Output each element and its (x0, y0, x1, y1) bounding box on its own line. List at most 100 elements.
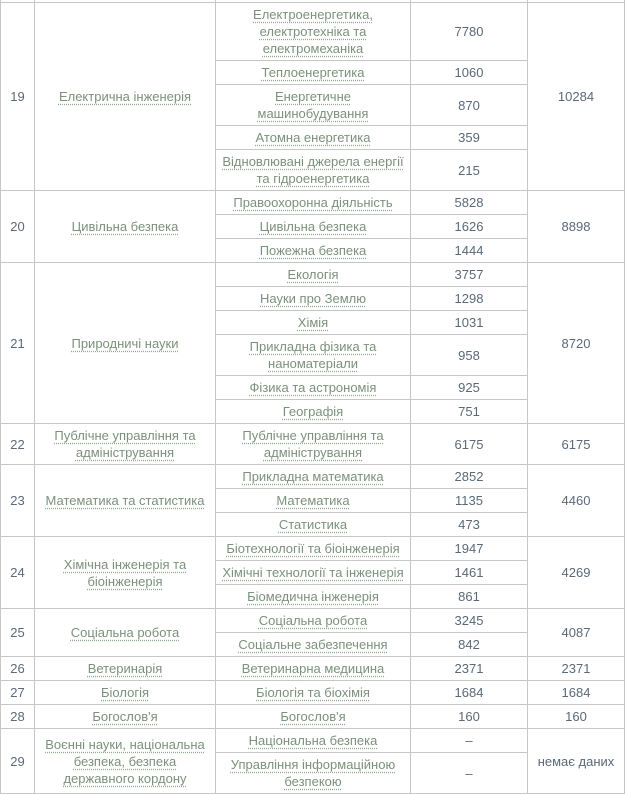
count-cell: – (410, 728, 528, 753)
table-row: Атомна енергетика 359 (1, 125, 625, 150)
count-cell: 925 (410, 375, 528, 400)
count-cell: 870 (410, 84, 528, 126)
specialty-cell: Біологія та біохімія (215, 680, 411, 705)
table-row: Енергетичне машинобудування 870 (1, 84, 625, 126)
row-number-cell: 25 (0, 608, 35, 657)
field-link[interactable]: Ветеринарія (87, 661, 163, 676)
specialty-cell: Атомна енергетика (215, 125, 411, 150)
specialty-link[interactable]: Математика (276, 493, 350, 508)
count-cell: 1298 (410, 286, 528, 311)
field-cell: Ветеринарія (34, 656, 216, 681)
specialty-link[interactable]: Відновлювані джерела енергії та гідроене… (222, 154, 404, 186)
table-row: 20 Цивільна безпека Правоохоронна діяльніс… (0, 190, 625, 263)
count-cell: 359 (410, 125, 528, 150)
specialty-cell: Цивільна безпека (215, 214, 411, 239)
table-row: 19 Електрична інженерія Електроенергетика,… (0, 2, 625, 191)
specialty-link[interactable]: Правоохоронна діяльність (233, 195, 393, 210)
field-link[interactable]: Богослов'я (92, 709, 158, 724)
count-cell: 1461 (410, 560, 528, 585)
total-cell: 10284 (527, 2, 625, 191)
specialty-link[interactable]: Соціальна робота (258, 613, 368, 628)
specialty-cell: Прикладна математика (215, 464, 411, 489)
specialty-link[interactable]: Прикладна математика (242, 469, 384, 484)
field-link[interactable]: Математика та статистика (45, 493, 205, 508)
specialty-link[interactable]: Управління інформаційною безпекою (230, 757, 396, 789)
specialty-link[interactable]: Богослов'я (280, 709, 346, 724)
total-cell: 4087 (527, 608, 625, 657)
count-cell: 5828 (410, 190, 528, 215)
field-link[interactable]: Воєнні науки, національна безпека, безпе… (45, 736, 205, 786)
specialty-cell: Відновлювані джерела енергії та гідроене… (215, 149, 411, 191)
specialty-link[interactable]: Пожежна безпека (259, 243, 367, 258)
specialty-link[interactable]: Атомна енергетика (255, 130, 371, 145)
field-link[interactable]: Хімічна інженерія та біоінженерія (63, 556, 187, 589)
total-cell: 4460 (527, 464, 625, 537)
field-link[interactable]: Публічне управління та адміністрування (54, 428, 196, 460)
count-cell: 1684 (410, 680, 528, 705)
specialty-link[interactable]: Соціальне забезпечення (238, 637, 388, 652)
count-cell: 958 (410, 334, 528, 376)
total-cell: 8898 (527, 190, 625, 263)
total-cell: 160 (527, 704, 625, 729)
specialty-link[interactable]: Фізика та астрономія (249, 380, 377, 395)
count-cell: 1444 (410, 238, 528, 263)
specialty-link[interactable]: Національна безпека (248, 733, 378, 748)
field-link[interactable]: Біологія (101, 685, 149, 700)
row-number-cell: 22 (0, 423, 35, 465)
field-cell: Публічне управління та адміністрування (34, 423, 216, 465)
table-row: Відновлювані джерела енергії та гідроене… (1, 149, 625, 191)
specialty-link[interactable]: Біомедична інженерія (247, 589, 379, 604)
specialty-link[interactable]: Ветеринарна медицина (241, 661, 385, 676)
specialty-link[interactable]: Науки про Землю (260, 291, 366, 306)
specialty-link[interactable]: Статистика (278, 517, 348, 532)
specialty-link[interactable]: Біологія та біохімія (256, 685, 370, 700)
table-row: 21 Природничі науки Екологія 3757 8720 (0, 262, 625, 424)
specialty-link[interactable]: Біотехнології та біоінженерія (226, 541, 400, 556)
table-row: 22 Публічне управління та адміністрування… (0, 423, 625, 465)
specialty-link[interactable]: Хімічні технології та інженерія (222, 565, 404, 580)
specialty-cell: Науки про Землю (215, 286, 411, 311)
table-row: 26 Ветеринарія Ветеринарна медицина 2371 237… (0, 656, 625, 681)
specialty-cell: Екологія (215, 262, 411, 287)
field-link[interactable]: Соціальна робота (70, 625, 180, 640)
specialty-link[interactable]: Електроенергетика, електротехніка та еле… (253, 7, 373, 56)
specialty-link[interactable]: Публічне управління та адміністрування (242, 428, 384, 460)
field-link[interactable]: Природничі науки (71, 335, 179, 351)
count-cell: – (410, 752, 528, 794)
count-cell: 160 (410, 704, 528, 729)
field-cell: Математика та статистика (34, 464, 216, 537)
specialty-link[interactable]: Географія (282, 404, 344, 419)
specialty-cell: Біотехнології та біоінженерія (215, 536, 411, 561)
specialty-link[interactable]: Цивільна безпека (259, 219, 367, 234)
total-cell: 6175 (527, 423, 625, 465)
table-row: 29 Воєнні науки, національна безпека, без… (0, 728, 625, 794)
total-cell: 2371 (527, 656, 625, 681)
specialty-link[interactable]: Енергетичне машинобудування (257, 89, 369, 121)
specialty-cell: Теплоенергетика (215, 60, 411, 85)
count-cell: 3757 (410, 262, 528, 287)
specialty-cell: Публічне управління та адміністрування (215, 423, 411, 465)
table-row: 23 Математика та статистика Прикладна мате… (0, 464, 625, 537)
specialty-link[interactable]: Теплоенергетика (261, 65, 365, 80)
row-number-cell: 29 (0, 728, 35, 794)
specialty-link[interactable]: Екологія (287, 267, 339, 282)
field-cell: Цивільна безпека (34, 190, 216, 263)
field-link[interactable]: Електрична інженерія (58, 89, 192, 104)
count-cell: 215 (410, 149, 528, 191)
specialty-cell: Фізика та астрономія (215, 375, 411, 400)
specialty-link[interactable]: Хімія (297, 315, 329, 330)
total-cell: 8720 (527, 262, 625, 424)
field-cell: Воєнні науки, національна безпека, безпе… (34, 728, 216, 794)
table-row: 27 Біологія Біологія та біохімія 1684 1684 (0, 680, 625, 705)
field-link[interactable]: Цивільна безпека (71, 219, 179, 234)
count-cell: 473 (410, 512, 528, 537)
specialty-cell: Математика (215, 488, 411, 513)
specialty-cell: Енергетичне машинобудування (215, 84, 411, 126)
specialty-link[interactable]: Прикладна фізика та наноматеріали (249, 339, 377, 371)
field-cell: Біологія (34, 680, 216, 705)
specialty-cell: Прикладна фізика та наноматеріали (215, 334, 411, 376)
table-row: Науки про Землю 1298 (1, 286, 625, 311)
count-cell: 861 (410, 584, 528, 609)
specialty-cell: Управління інформаційною безпекою (215, 752, 411, 794)
